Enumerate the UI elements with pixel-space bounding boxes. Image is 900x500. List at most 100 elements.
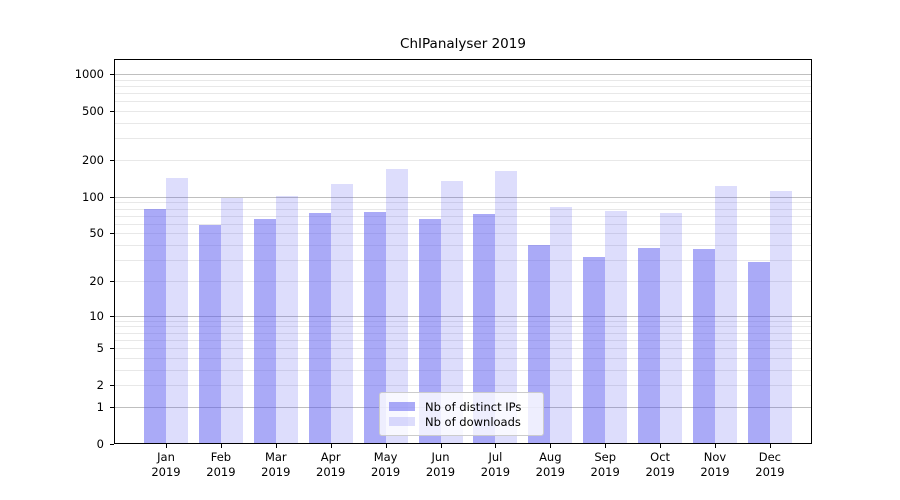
gridline-minor-90 bbox=[114, 202, 812, 204]
gridline-major-10 bbox=[114, 315, 812, 317]
y-tick-label-5: 5 bbox=[96, 341, 104, 355]
legend: Nb of distinct IPs Nb of downloads bbox=[379, 392, 544, 436]
x-tick-label-oct: Oct 2019 bbox=[645, 450, 675, 479]
x-tick-label-sep: Sep 2019 bbox=[590, 450, 620, 479]
y-tick-label-1: 1 bbox=[96, 399, 104, 414]
x-tick-nov bbox=[715, 444, 716, 448]
x-tick-aug bbox=[550, 444, 551, 448]
y-tick-label-0: 0 bbox=[96, 437, 104, 451]
bar-jun-downloads bbox=[440, 180, 463, 444]
bar-jun-distinct-ips bbox=[418, 218, 441, 444]
bar-oct-downloads bbox=[660, 212, 683, 444]
x-tick-label-apr: Apr 2019 bbox=[316, 450, 346, 479]
x-tick-label-jun: Jun 2019 bbox=[425, 450, 456, 479]
y-tick-500 bbox=[110, 111, 114, 112]
bar-oct-distinct-ips bbox=[638, 247, 661, 444]
bar-jan-downloads bbox=[166, 178, 188, 444]
y-tick-100 bbox=[110, 197, 114, 198]
gridline-minor-9 bbox=[114, 320, 812, 322]
x-tick-label-jul: Jul 2019 bbox=[480, 450, 511, 479]
y-tick-label-200: 200 bbox=[82, 153, 104, 167]
gridline-minor-8 bbox=[114, 326, 812, 328]
gridline-minor-700 bbox=[114, 93, 812, 95]
x-tick-sep bbox=[605, 444, 606, 448]
y-tick-label-1000: 1000 bbox=[74, 67, 104, 81]
gridline-minor-900 bbox=[114, 79, 812, 81]
legend-item-distinct-ips: Nb of distinct IPs bbox=[389, 399, 535, 414]
y-tick-label-50: 50 bbox=[89, 226, 104, 241]
gridline-minor-500 bbox=[114, 111, 812, 113]
x-tick-label-mar: Mar 2019 bbox=[261, 450, 291, 479]
legend-swatch-downloads bbox=[389, 417, 415, 426]
y-tick-200 bbox=[110, 160, 114, 161]
bar-nov-distinct-ips bbox=[693, 249, 715, 444]
x-tick-apr bbox=[331, 444, 332, 448]
bar-jul-distinct-ips bbox=[473, 213, 496, 444]
y-tick-label-2: 2 bbox=[96, 378, 104, 393]
legend-label-distinct-ips: Nb of distinct IPs bbox=[425, 399, 522, 414]
y-tick-label-20: 20 bbox=[89, 273, 104, 288]
x-tick-may bbox=[386, 444, 387, 448]
chart-title: ChIPanalyser 2019 bbox=[400, 36, 526, 52]
y-tick-label-500: 500 bbox=[82, 104, 104, 119]
x-tick-label-jan: Jan 2019 bbox=[151, 450, 181, 479]
y-tick-50 bbox=[110, 233, 114, 234]
bar-sep-downloads bbox=[605, 210, 628, 444]
x-tick-label-feb: Feb 2019 bbox=[206, 450, 236, 479]
y-tick-label-10: 10 bbox=[89, 308, 104, 323]
y-tick-1000 bbox=[110, 74, 114, 75]
bar-mar-downloads bbox=[275, 195, 298, 444]
legend-label-downloads: Nb of downloads bbox=[425, 414, 521, 429]
y-tick-1 bbox=[110, 407, 114, 408]
gridline-major-100 bbox=[114, 196, 812, 198]
gridline-minor-200 bbox=[114, 160, 812, 161]
gridline-minor-30 bbox=[114, 260, 812, 262]
y-tick-label-100: 100 bbox=[82, 189, 104, 204]
gridline-minor-70 bbox=[114, 215, 812, 217]
gridline-minor-20 bbox=[114, 280, 812, 282]
y-tick-0 bbox=[110, 444, 114, 445]
bar-jul-downloads bbox=[495, 170, 518, 444]
gridline-minor-7 bbox=[114, 332, 812, 334]
x-tick-dec bbox=[770, 444, 771, 448]
legend-swatch-distinct-ips bbox=[389, 402, 415, 411]
bar-dec-downloads bbox=[769, 190, 792, 444]
x-tick-label-may: May 2019 bbox=[370, 450, 401, 479]
x-tick-label-dec: Dec 2019 bbox=[755, 450, 785, 479]
gridline-minor-40 bbox=[114, 245, 812, 247]
gridline-minor-5 bbox=[114, 348, 812, 349]
gridline-minor-2 bbox=[114, 385, 812, 387]
bar-dec-distinct-ips bbox=[747, 261, 770, 444]
x-tick-jan bbox=[166, 444, 167, 448]
gridline-minor-4 bbox=[114, 357, 812, 359]
gridline-minor-6 bbox=[114, 339, 812, 341]
bar-apr-distinct-ips bbox=[308, 212, 331, 444]
x-tick-oct bbox=[660, 444, 661, 448]
gridline-minor-300 bbox=[114, 138, 812, 140]
x-tick-feb bbox=[221, 444, 222, 448]
bar-sep-distinct-ips bbox=[583, 256, 606, 444]
gridline-minor-400 bbox=[114, 123, 812, 124]
gridline-minor-600 bbox=[114, 101, 812, 103]
legend-item-downloads: Nb of downloads bbox=[389, 414, 535, 429]
y-tick-20 bbox=[110, 281, 114, 282]
x-tick-label-nov: Nov 2019 bbox=[700, 450, 730, 479]
gridline-major-1000 bbox=[114, 74, 812, 75]
bar-apr-downloads bbox=[330, 183, 353, 444]
x-tick-jul bbox=[495, 444, 496, 448]
x-tick-jun bbox=[441, 444, 442, 448]
bar-mar-distinct-ips bbox=[253, 218, 276, 444]
gridline-minor-3 bbox=[114, 369, 812, 371]
bar-may-downloads bbox=[385, 169, 408, 444]
bar-aug-downloads bbox=[550, 206, 573, 444]
x-tick-mar bbox=[276, 444, 277, 448]
y-tick-2 bbox=[110, 385, 114, 386]
bar-feb-downloads bbox=[220, 197, 243, 444]
x-tick-label-aug: Aug 2019 bbox=[535, 450, 565, 479]
bar-feb-distinct-ips bbox=[198, 224, 221, 444]
bar-nov-downloads bbox=[715, 185, 737, 444]
bar-may-distinct-ips bbox=[363, 212, 386, 444]
bar-jan-distinct-ips bbox=[144, 209, 166, 444]
gridline-minor-50 bbox=[114, 233, 812, 235]
